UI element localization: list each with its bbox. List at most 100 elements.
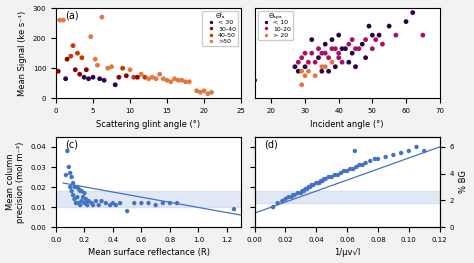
Point [321, 51, 329, 55]
Point [325, 175, 332, 179]
Point [285, 195, 292, 199]
Y-axis label: Mean column
precision (mol m⁻²): Mean column precision (mol m⁻²) [6, 141, 25, 223]
Point [318, 51, 326, 55]
Point [362, 38, 369, 42]
Point [197, 90, 204, 94]
Point [337, 171, 345, 175]
X-axis label: Scattering glint angle (°): Scattering glint angle (°) [97, 120, 201, 129]
Point [322, 177, 329, 181]
Point [331, 65, 339, 69]
Point [300, 189, 308, 193]
Text: (c): (c) [65, 140, 78, 150]
Bar [56, 191, 241, 207]
Point [343, 169, 351, 173]
Point [185, 80, 193, 84]
Point [72, 185, 80, 189]
Point [56, 18, 64, 22]
Point [419, 33, 427, 37]
Point [359, 163, 366, 167]
Point [351, 149, 359, 153]
Point [71, 197, 78, 201]
Point [318, 65, 326, 69]
Point [331, 173, 338, 177]
Point [112, 203, 119, 207]
Point [83, 199, 91, 203]
Point [119, 66, 127, 70]
Point [102, 201, 109, 205]
Point [81, 201, 88, 205]
Point [328, 60, 336, 64]
Point [371, 157, 379, 161]
Point [352, 65, 359, 69]
Point [82, 68, 90, 72]
Point [325, 55, 332, 60]
Point [94, 63, 101, 67]
Point [193, 89, 201, 93]
Point [251, 78, 258, 82]
Point [362, 55, 369, 60]
Point [305, 69, 312, 73]
Point [358, 42, 366, 46]
Point [279, 199, 286, 203]
Point [305, 185, 312, 189]
Y-axis label: Mean Signal (ke s⁻¹): Mean Signal (ke s⁻¹) [18, 11, 27, 96]
Point [82, 197, 90, 201]
Point [83, 203, 91, 207]
Point [89, 203, 97, 207]
Point [298, 55, 305, 60]
Point [145, 77, 152, 81]
Point [318, 69, 326, 73]
Point [311, 74, 319, 78]
Point [62, 173, 70, 177]
Point [71, 185, 78, 189]
Point [85, 77, 92, 81]
Point [126, 68, 134, 72]
Point [108, 65, 115, 69]
Point [353, 165, 360, 169]
Point [315, 47, 322, 51]
Bar [255, 191, 440, 203]
Point [69, 193, 77, 197]
Point [65, 165, 73, 169]
Point [67, 54, 74, 58]
Point [72, 201, 80, 205]
Point [182, 80, 190, 84]
Point [291, 65, 299, 69]
Point [160, 77, 167, 81]
Point [148, 75, 156, 79]
Point [288, 195, 295, 199]
Point [87, 34, 95, 39]
Point [312, 181, 320, 185]
Text: (a): (a) [65, 11, 79, 21]
Point [98, 199, 105, 203]
Point [356, 163, 363, 167]
Point [60, 18, 67, 22]
Point [134, 75, 141, 79]
Point [420, 149, 428, 153]
Point [80, 75, 88, 79]
Point [81, 191, 88, 195]
Point [348, 51, 356, 55]
Point [315, 55, 322, 60]
Point [91, 57, 99, 61]
Point [294, 60, 302, 64]
Point [68, 189, 75, 193]
Point [369, 33, 376, 37]
X-axis label: Mean surface reflectance (R): Mean surface reflectance (R) [88, 249, 210, 257]
Point [72, 68, 79, 72]
Point [106, 203, 114, 207]
Point [116, 201, 124, 205]
Point [298, 83, 305, 87]
Point [73, 51, 81, 55]
Point [69, 181, 77, 185]
Point [230, 207, 238, 211]
Point [85, 199, 92, 203]
Point [335, 33, 343, 37]
Point [334, 173, 342, 177]
Point [335, 51, 343, 55]
Point [75, 201, 82, 205]
Point [366, 159, 374, 163]
X-axis label: 1/μv√I: 1/μv√I [334, 249, 360, 257]
Point [338, 60, 346, 64]
Point [111, 83, 119, 87]
